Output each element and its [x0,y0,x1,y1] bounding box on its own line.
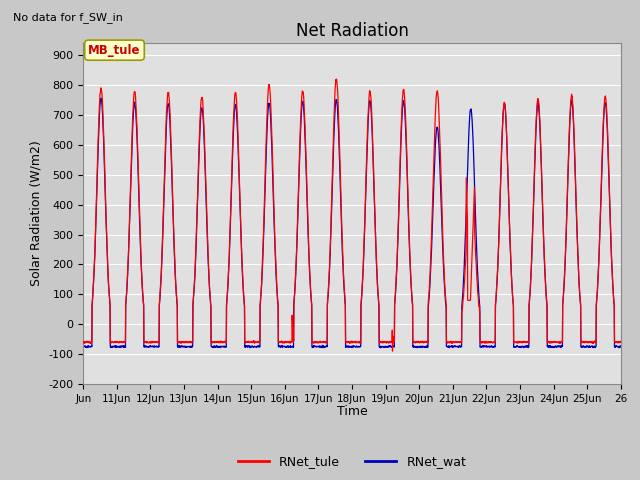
Y-axis label: Solar Radiation (W/m2): Solar Radiation (W/m2) [30,141,43,287]
Text: No data for f_SW_in: No data for f_SW_in [13,12,123,23]
Title: Net Radiation: Net Radiation [296,22,408,40]
X-axis label: Time: Time [337,405,367,418]
Legend: RNet_tule, RNet_wat: RNet_tule, RNet_wat [233,450,471,473]
Text: MB_tule: MB_tule [88,44,141,57]
